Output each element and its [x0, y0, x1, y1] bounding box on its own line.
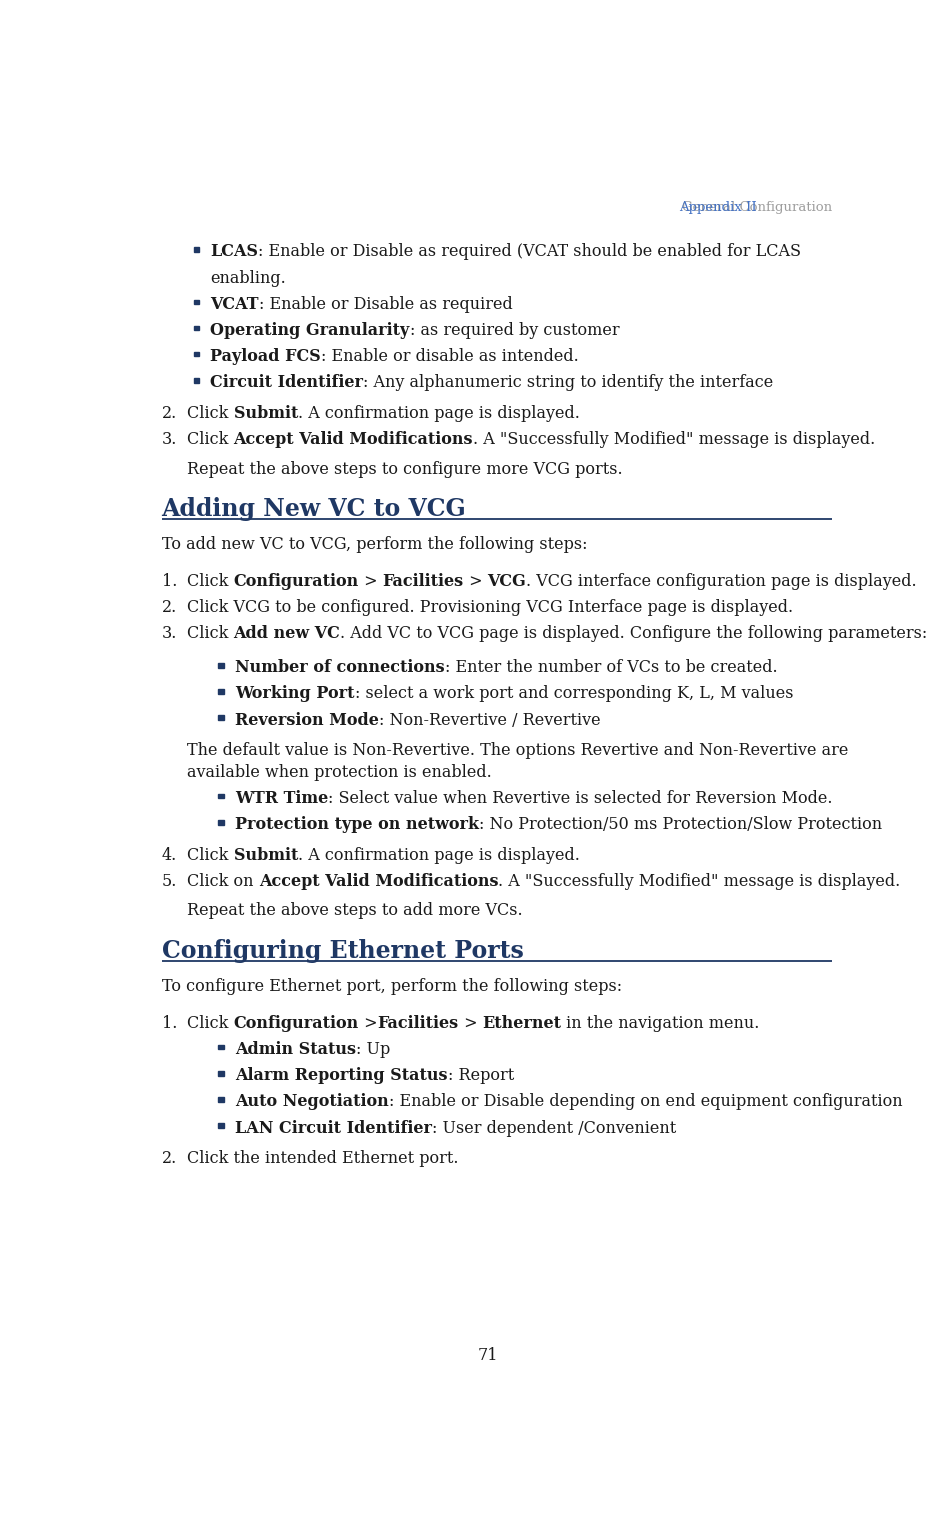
Text: Facilities: Facilities: [382, 572, 464, 591]
Text: Appendix II: Appendix II: [679, 201, 756, 215]
Text: General Configuration: General Configuration: [682, 201, 832, 215]
Text: Click VCG to be configured. Provisioning VCG Interface page is displayed.: Click VCG to be configured. Provisioning…: [187, 600, 793, 617]
Text: Payload FCS: Payload FCS: [210, 348, 321, 365]
Bar: [194, 325, 199, 330]
Text: 3.: 3.: [162, 626, 177, 643]
Text: Click: Click: [187, 847, 234, 864]
Text: Click: Click: [187, 572, 234, 591]
Text: >: >: [359, 1016, 378, 1032]
Text: . A confirmation page is displayed.: . A confirmation page is displayed.: [298, 847, 580, 864]
Text: Click: Click: [187, 405, 234, 422]
Text: Facilities: Facilities: [378, 1016, 458, 1032]
Bar: [219, 1097, 223, 1101]
Text: >: >: [359, 572, 382, 591]
Text: VCG: VCG: [488, 572, 526, 591]
Text: . A "Successfully Modified" message is displayed.: . A "Successfully Modified" message is d…: [498, 873, 901, 890]
Bar: [194, 299, 199, 304]
Text: : Enter the number of VCs to be created.: : Enter the number of VCs to be created.: [445, 660, 777, 676]
Bar: [194, 377, 199, 382]
Text: Operating Granularity: Operating Granularity: [210, 322, 410, 339]
Text: . Add VC to VCG page is displayed. Configure the following parameters:: . Add VC to VCG page is displayed. Confi…: [340, 626, 927, 643]
Text: Working Port: Working Port: [235, 686, 355, 703]
Text: To configure Ethernet port, perform the following steps:: To configure Ethernet port, perform the …: [162, 979, 622, 996]
Text: . A confirmation page is displayed.: . A confirmation page is displayed.: [298, 405, 580, 422]
Text: 3.: 3.: [162, 431, 177, 448]
Text: Repeat the above steps to configure more VCG ports.: Repeat the above steps to configure more…: [187, 460, 623, 477]
Text: Accept Valid Modifications: Accept Valid Modifications: [259, 873, 498, 890]
Text: Protection type on network: Protection type on network: [235, 816, 479, 833]
Text: Click: Click: [187, 1016, 234, 1032]
Text: Alarm Reporting Status: Alarm Reporting Status: [235, 1068, 448, 1085]
Bar: [219, 1045, 223, 1049]
Text: 1.: 1.: [162, 572, 177, 591]
Text: 5.: 5.: [162, 873, 177, 890]
Text: Adding New VC to VCG: Adding New VC to VCG: [162, 497, 466, 522]
Text: : Enable or Disable as required: : Enable or Disable as required: [259, 296, 513, 313]
Text: Reversion Mode: Reversion Mode: [235, 712, 379, 729]
Text: Configuration: Configuration: [234, 572, 359, 591]
Text: : Enable or Disable depending on end equipment configuration: : Enable or Disable depending on end equ…: [389, 1094, 902, 1111]
Bar: [219, 821, 223, 825]
Text: Repeat the above steps to add more VCs.: Repeat the above steps to add more VCs.: [187, 902, 523, 919]
Text: Ethernet: Ethernet: [482, 1016, 561, 1032]
Bar: [219, 689, 223, 693]
Text: : No Protection/50 ms Protection/Slow Protection: : No Protection/50 ms Protection/Slow Pr…: [479, 816, 883, 833]
Text: . A "Successfully Modified" message is displayed.: . A "Successfully Modified" message is d…: [473, 431, 875, 448]
Bar: [219, 793, 223, 798]
Text: To add new VC to VCG, perform the following steps:: To add new VC to VCG, perform the follow…: [162, 535, 587, 552]
Text: 71: 71: [477, 1347, 497, 1364]
Text: : Up: : Up: [356, 1042, 390, 1058]
Text: Number of connections: Number of connections: [235, 660, 445, 676]
Text: : Select value when Revertive is selected for Reversion Mode.: : Select value when Revertive is selecte…: [328, 790, 833, 807]
Text: LCAS: LCAS: [210, 244, 259, 261]
Text: >: >: [464, 572, 488, 591]
Text: available when protection is enabled.: available when protection is enabled.: [187, 764, 492, 781]
Text: Auto Negotiation: Auto Negotiation: [235, 1094, 389, 1111]
Text: Circuit Identifier: Circuit Identifier: [210, 374, 363, 391]
Text: Click on: Click on: [187, 873, 259, 890]
Text: : Non-Revertive / Revertive: : Non-Revertive / Revertive: [379, 712, 601, 729]
Text: 1.: 1.: [162, 1016, 177, 1032]
Bar: [219, 715, 223, 719]
Text: Add new VC: Add new VC: [234, 626, 340, 643]
Text: 2.: 2.: [162, 1150, 177, 1167]
Text: : Enable or Disable as required (VCAT should be enabled for LCAS: : Enable or Disable as required (VCAT sh…: [259, 244, 802, 261]
Text: Click: Click: [187, 431, 234, 448]
Text: LAN Circuit Identifier: LAN Circuit Identifier: [235, 1120, 432, 1137]
Text: 2.: 2.: [162, 405, 177, 422]
Bar: [219, 1123, 223, 1127]
Text: Click: Click: [187, 626, 234, 643]
Text: Configuring Ethernet Ports: Configuring Ethernet Ports: [162, 939, 523, 963]
Text: in the navigation menu.: in the navigation menu.: [561, 1016, 760, 1032]
Text: : Report: : Report: [448, 1068, 514, 1085]
Text: : Enable or disable as intended.: : Enable or disable as intended.: [321, 348, 579, 365]
Text: Configuration: Configuration: [234, 1016, 359, 1032]
Text: Submit: Submit: [234, 847, 298, 864]
Bar: [194, 351, 199, 356]
Text: : select a work port and corresponding K, L, M values: : select a work port and corresponding K…: [355, 686, 793, 703]
Bar: [219, 663, 223, 667]
Text: WTR Time: WTR Time: [235, 790, 328, 807]
Text: enabling.: enabling.: [210, 270, 286, 287]
Text: Click the intended Ethernet port.: Click the intended Ethernet port.: [187, 1150, 458, 1167]
Text: >: >: [458, 1016, 482, 1032]
Text: Submit: Submit: [234, 405, 298, 422]
Text: Admin Status: Admin Status: [235, 1042, 356, 1058]
Bar: [194, 247, 199, 252]
Text: 4.: 4.: [162, 847, 177, 864]
Text: : Any alphanumeric string to identify the interface: : Any alphanumeric string to identify th…: [363, 374, 773, 391]
Text: The default value is Non-Revertive. The options Revertive and Non-Revertive are: The default value is Non-Revertive. The …: [187, 742, 848, 759]
Text: : User dependent /Convenient: : User dependent /Convenient: [432, 1120, 676, 1137]
Text: 2.: 2.: [162, 600, 177, 617]
Text: VCAT: VCAT: [210, 296, 259, 313]
Text: Accept Valid Modifications: Accept Valid Modifications: [234, 431, 473, 448]
Text: : as required by customer: : as required by customer: [410, 322, 619, 339]
Bar: [219, 1071, 223, 1075]
Text: . VCG interface configuration page is displayed.: . VCG interface configuration page is di…: [526, 572, 917, 591]
